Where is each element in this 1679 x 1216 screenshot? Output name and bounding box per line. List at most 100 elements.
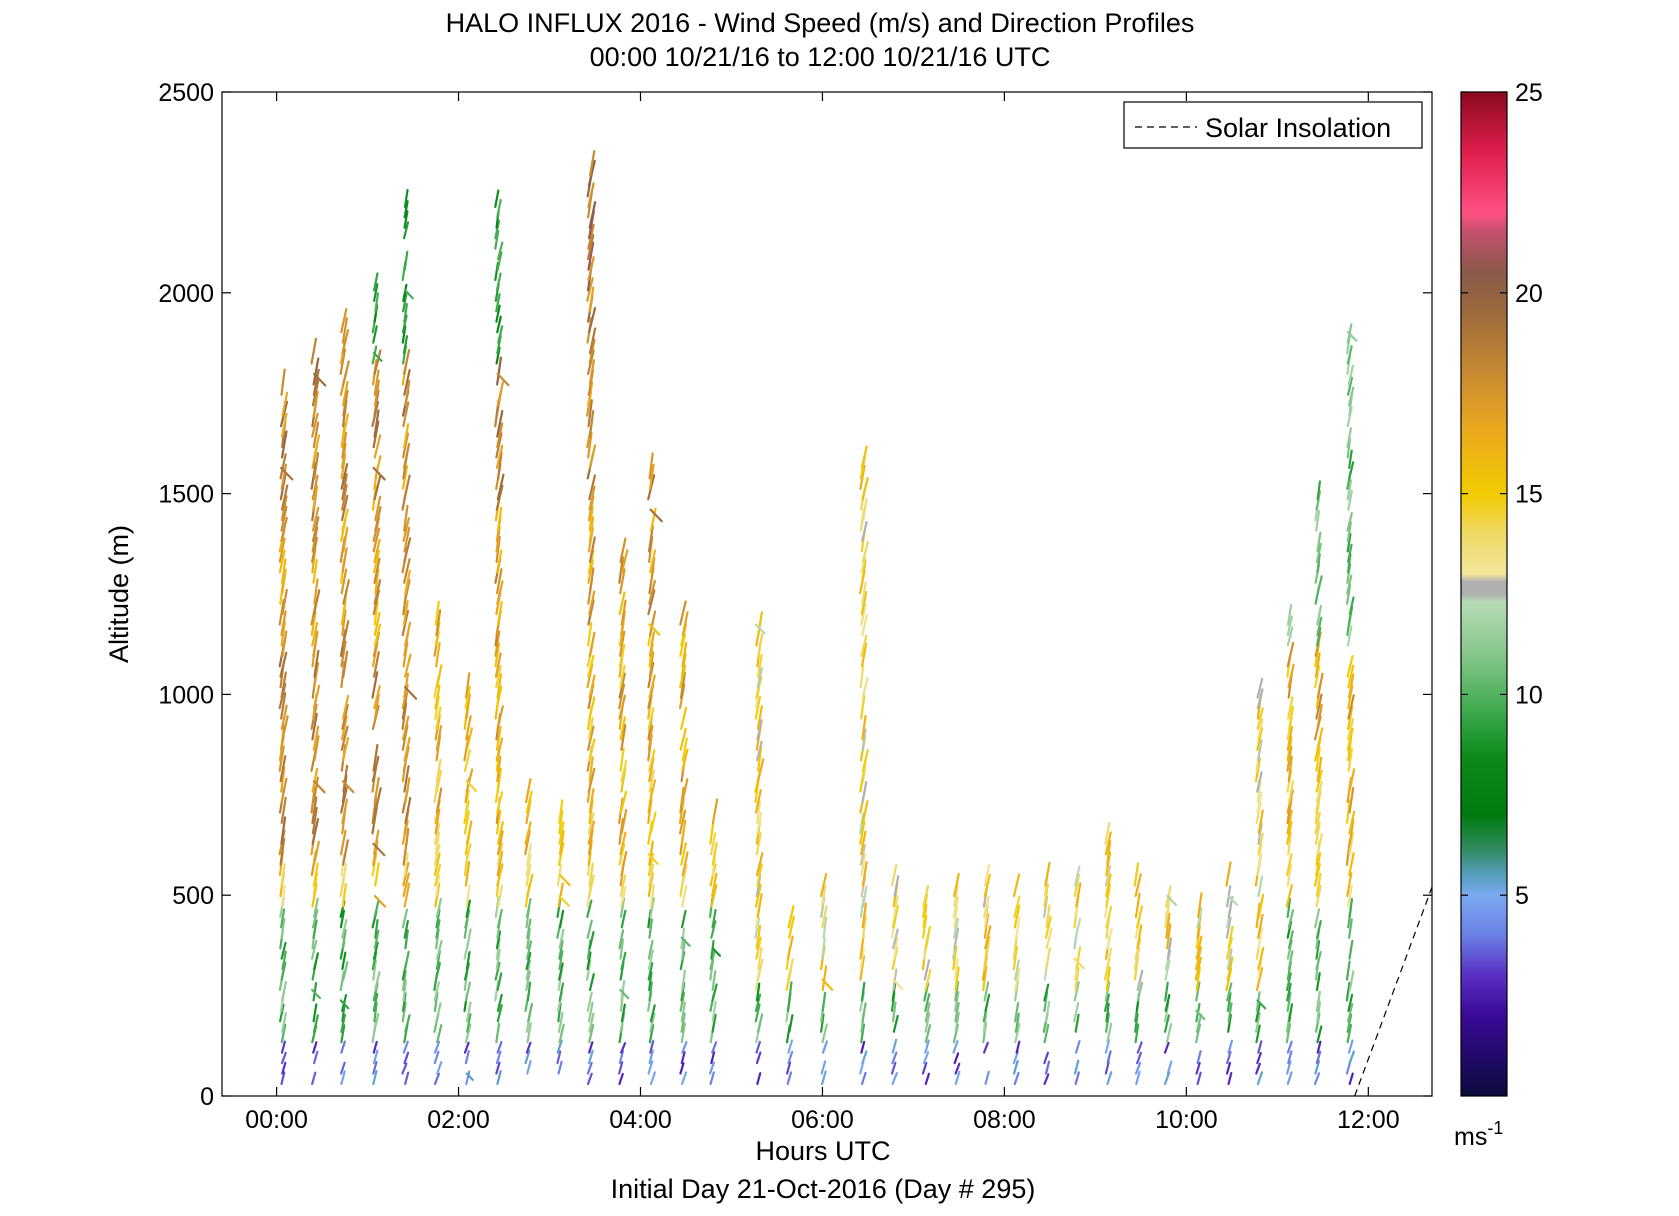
wind-arrow [525,959,531,981]
wind-arrow [312,390,319,417]
wind-arrow [859,812,865,835]
wind-arrow [403,537,412,563]
wind-arrow [1348,786,1355,814]
wind-arrow [464,981,471,1002]
wind-arrow [1287,696,1294,720]
wind-arrow [787,1039,794,1054]
wind-arrow [494,630,501,657]
x-axis-label: Hours UTC [755,1136,890,1166]
wind-arrow [342,389,349,417]
wind-arrow [891,1038,898,1054]
wind-arrow [648,623,661,636]
wind-arrow [280,620,286,647]
wind-arrow [497,884,504,908]
wind-arrow [311,412,319,438]
wind-arrow [708,1061,716,1075]
wind-arrow [710,939,715,960]
wind-arrow [1225,861,1232,887]
wind-arrow [496,830,504,856]
wind-arrow [310,610,317,637]
wind-arrow [525,854,532,877]
wind-arrow [1348,1050,1355,1065]
wind-arrow [1012,873,1021,898]
wind-arrow [680,842,687,866]
wind-arrow [404,379,411,407]
wind-arrow [403,765,410,793]
wind-arrow [342,620,350,647]
wind-arrow [1286,991,1292,1012]
colorbar-tick-label: 20 [1515,280,1543,308]
wind-arrow [1166,894,1178,907]
wind-arrow [1227,1002,1233,1023]
wind-arrow [1165,1022,1173,1044]
wind-arrow [649,883,655,908]
wind-arrow [280,671,287,699]
wind-arrow [1315,747,1321,772]
wind-arrow [648,863,655,887]
wind-arrow [371,755,380,783]
wind-arrow [558,799,564,825]
wind-arrow [648,779,657,804]
wind-arrow [757,611,763,637]
wind-arrow [496,767,502,793]
wind-arrow [953,1052,960,1065]
wind-arrow [923,959,931,981]
wind-arrow [1348,461,1355,480]
wind-arrow [1315,940,1321,960]
wind-arrow [588,506,594,532]
wind-arrow [1195,935,1203,960]
wind-arrow [681,864,688,887]
wind-arrow [342,380,349,407]
wind-arrow [372,651,380,678]
wind-arrow [1315,852,1322,877]
wind-arrow [648,1049,654,1065]
wind-arrow [312,630,319,657]
wind-arrow [924,1072,931,1086]
wind-arrow [1315,972,1321,992]
wind-arrow [434,808,441,835]
wind-arrow [1195,1023,1202,1044]
wind-arrow [494,961,501,981]
wind-arrow [494,652,502,678]
wind-arrow [313,952,320,971]
wind-arrow [893,895,899,918]
wind-arrow [890,864,898,887]
wind-arrow [433,991,439,1012]
wind-arrow [1256,779,1262,804]
wind-arrow [620,759,628,783]
wind-arrow [372,1012,380,1033]
wind-arrow [680,819,687,845]
colorbar [1460,91,1508,1097]
wind-arrow [433,822,441,845]
wind-arrow [372,1069,378,1086]
wind-arrow [341,798,349,825]
wind-arrow [1285,853,1293,877]
wind-arrow [1255,1062,1261,1075]
wind-arrow [1256,791,1263,814]
wind-arrow [648,971,653,992]
wind-arrow [1316,480,1322,501]
wind-arrow [404,796,412,825]
wind-arrow [1347,747,1353,772]
wind-arrow [465,950,471,971]
wind-arrow [435,758,442,783]
wind-arrow [341,918,348,939]
wind-arrow [1106,839,1112,866]
wind-arrow [1346,1013,1353,1033]
wind-arrow [341,780,355,794]
wind-arrow [710,832,717,856]
wind-arrow [820,1060,827,1075]
wind-arrow [1287,663,1295,689]
wind-arrow [1105,883,1111,908]
wind-arrow [1012,945,1019,971]
wind-arrow [1288,1003,1294,1023]
wind-arrow [372,549,381,574]
wind-arrow [557,1060,563,1075]
wind-arrow [524,829,531,856]
wind-arrow [1347,543,1353,563]
wind-arrow [587,241,595,271]
wind-arrow [556,1039,563,1054]
wind-arrow [821,937,826,960]
wind-arrow [954,1070,961,1086]
x-tick-label: 00:00 [245,1106,308,1134]
